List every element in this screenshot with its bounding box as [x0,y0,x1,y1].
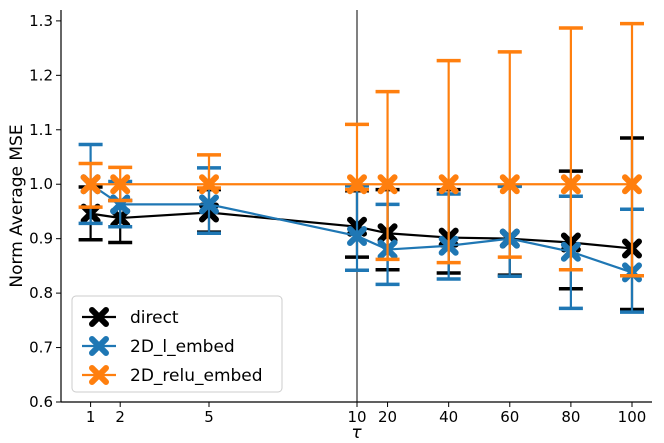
legend: direct 2D_l_embed 2D_relu_embed [71,295,283,393]
y-tick-label: 1.0 [29,175,53,193]
data-point-marker [347,225,367,246]
y-tick-label: 1.3 [29,12,53,30]
legend-label: 2D_l_embed [130,337,235,357]
y-tick-label: 0.9 [29,230,53,248]
data-point-marker [80,174,101,195]
data-point-marker [560,174,581,195]
x-axis-label: τ [351,423,362,443]
series-direct [78,136,644,312]
legend-entry-direct: direct [82,307,179,328]
legend-label: 2D_relu_embed [130,366,263,386]
y-tick-label: 1.2 [29,66,53,84]
x-tick-label: 1 [86,408,96,426]
data-point-marker [199,174,219,195]
data-point-marker [499,174,520,195]
legend-box [71,295,283,393]
legend-marker [89,365,109,385]
y-tick-label: 1.1 [29,121,53,139]
data-point-marker [622,174,642,195]
data-point-marker [110,174,131,195]
legend-label: direct [130,308,179,328]
x-tick-label: 2 [115,408,125,426]
y-tick-label: 0.6 [29,393,53,411]
series-layer [78,21,644,314]
data-point-marker [438,174,459,195]
x-tick-label: 5 [204,408,214,426]
legend-marker [89,307,109,327]
y-tick-label: 0.7 [29,339,53,357]
y-axis-label: Norm Average MSE [7,124,27,287]
data-point-marker [347,174,367,195]
x-tick-label: 10 [347,408,366,426]
x-tick-label: 20 [378,408,397,426]
x-tick-label: 100 [618,408,647,426]
series-2D_relu_embed [78,21,644,278]
legend-marker [89,336,109,356]
data-point-marker [377,174,398,195]
legend-entry-2D_relu_embed: 2D_relu_embed [82,365,263,386]
data-point-marker [199,194,219,215]
x-tick-label: 40 [439,408,458,426]
x-tick-label: 80 [561,408,580,426]
y-tick-label: 0.8 [29,284,53,302]
legend-entry-2D_l_embed: 2D_l_embed [82,336,235,357]
x-tick-label: 60 [500,408,519,426]
ticks: 0.6 0.7 0.8 0.9 1.0 1.1 1.2 1.3 1 2 5 10 20 40 60 80 100 [29,12,646,426]
